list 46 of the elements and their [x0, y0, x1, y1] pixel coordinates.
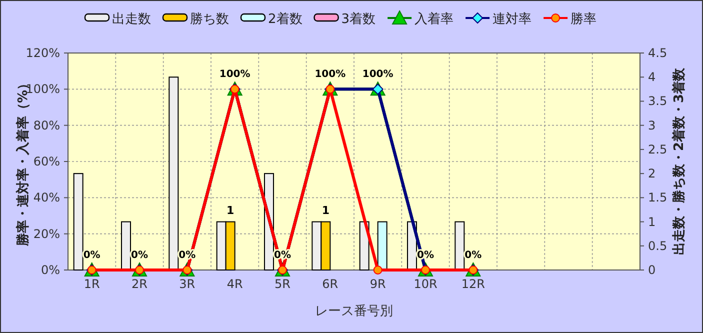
y-tick-label: 80%	[33, 118, 60, 132]
legend-label: 出走数	[112, 12, 151, 27]
y2-tick-label: 4	[648, 70, 656, 84]
y-tick-label: 120%	[26, 46, 60, 60]
y2-tick-label: 2	[648, 166, 656, 181]
legend-label: 勝ち数	[190, 12, 229, 27]
y-tick-label: 0%	[40, 263, 60, 277]
y2-tick-label: 1	[648, 214, 656, 229]
x-tick-label: 2R	[132, 277, 148, 291]
bar	[168, 76, 179, 270]
data-label: 100%	[362, 69, 394, 80]
y2-axis-title: 出走数・勝ち数・2着数・3着数	[671, 66, 687, 256]
x-tick-label: 1R	[84, 277, 100, 291]
y2-tick-label: 1.5	[648, 190, 668, 205]
legend-label: 入着率	[414, 11, 454, 27]
y2-tick-label: 2.5	[648, 142, 668, 156]
data-label: 1	[322, 204, 330, 217]
data-label: 0%	[131, 250, 148, 261]
x-tick-label: 5R	[274, 277, 290, 291]
legend-label: 3着数	[341, 11, 376, 27]
y-tick-label: 40%	[33, 190, 60, 205]
data-label: 100%	[314, 69, 346, 80]
x-tick-label: 9R	[370, 277, 386, 291]
y2-tick-label: 3.5	[648, 94, 668, 108]
data-label: 100%	[219, 69, 250, 80]
legend-label: 勝率	[570, 11, 597, 27]
x-tick-label: 6R	[322, 277, 338, 291]
y2-tick-label: 0	[648, 263, 656, 277]
y2-tick-label: 3	[648, 118, 656, 132]
legend-label: 2着数	[268, 11, 302, 27]
x-tick-label: 3R	[179, 277, 196, 291]
x-tick-label: 4R	[226, 277, 243, 291]
legend-label: 連対率	[492, 11, 532, 27]
data-label: 0%	[83, 250, 100, 261]
bar	[454, 221, 465, 270]
y2-tick-label: 0.5	[648, 238, 668, 253]
x-tick-label: 12R	[461, 277, 485, 291]
y-tick-label: 60%	[33, 154, 60, 168]
data-label: 0%	[464, 250, 482, 261]
y-tick-label: 20%	[33, 226, 60, 241]
y2-tick-label: 4.5	[648, 46, 668, 60]
data-label: 1	[226, 204, 234, 217]
bar	[73, 173, 84, 270]
x-tick-label: 10R	[414, 277, 438, 291]
x-axis-title: レース番号別	[315, 304, 393, 319]
bar	[121, 221, 131, 270]
